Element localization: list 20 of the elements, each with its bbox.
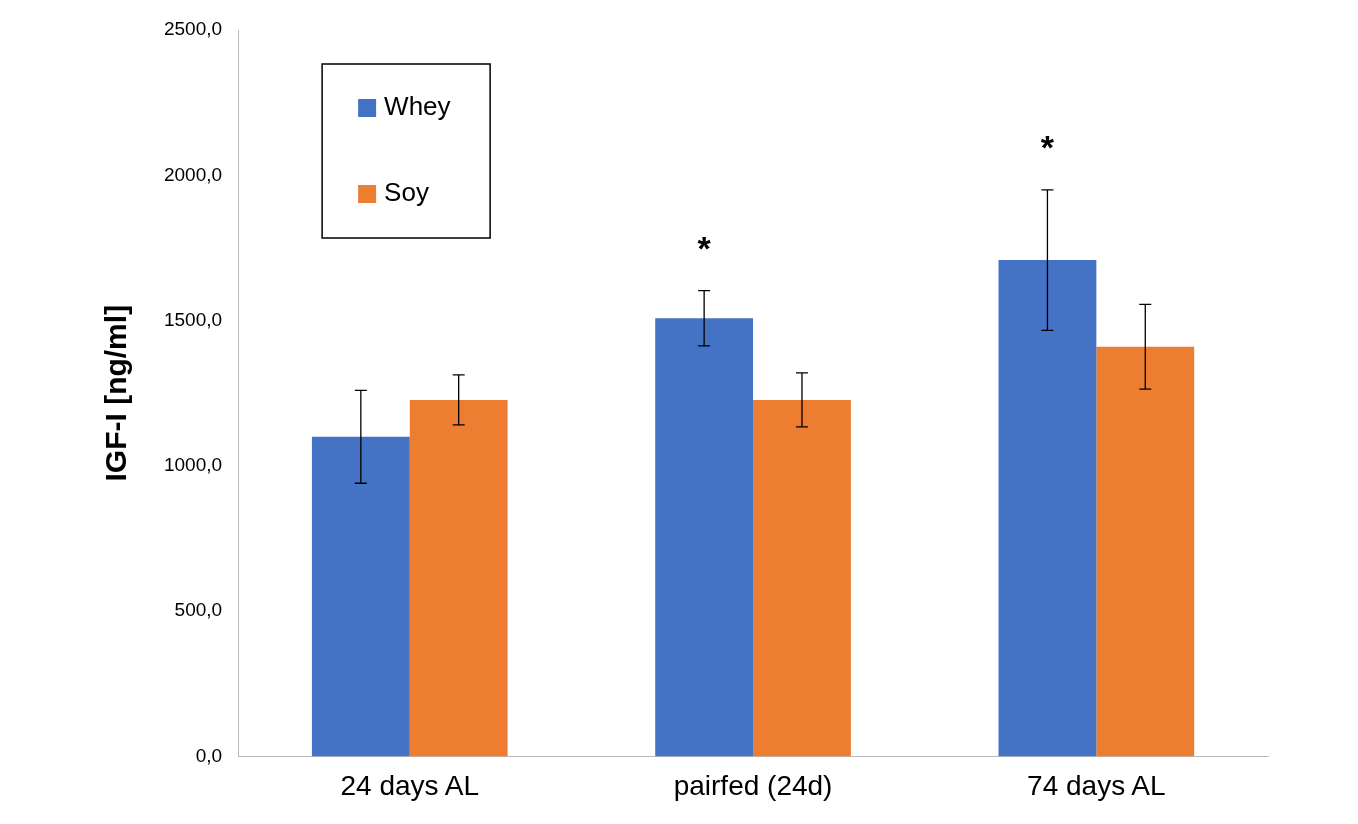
- x-tick-label: 24 days AL: [340, 769, 480, 801]
- y-tick-label: 1500,0: [163, 308, 223, 330]
- legend-label: Soy: [384, 177, 429, 208]
- legend-label: Whey: [384, 91, 451, 122]
- y-tick-label: 0,0: [195, 744, 223, 766]
- y-tick-label: 1000,0: [163, 454, 223, 476]
- x-tick-label: 74 days AL: [1027, 769, 1166, 801]
- bar: [311, 436, 410, 757]
- annotation: *: [697, 229, 712, 268]
- y-tick-label: 500,0: [174, 599, 223, 621]
- y-tick-label: 2000,0: [163, 163, 223, 185]
- bar: [753, 399, 851, 757]
- bar: [655, 318, 754, 757]
- y-tick-label: 2500,0: [163, 18, 223, 40]
- bar: [998, 260, 1097, 757]
- bar: [409, 399, 508, 757]
- y-axis-title: IGF-I [ng/ml]: [99, 304, 133, 482]
- x-tick-label: pairfed (24d): [673, 769, 833, 801]
- annotation: *: [1040, 128, 1055, 167]
- bar: [1096, 346, 1195, 757]
